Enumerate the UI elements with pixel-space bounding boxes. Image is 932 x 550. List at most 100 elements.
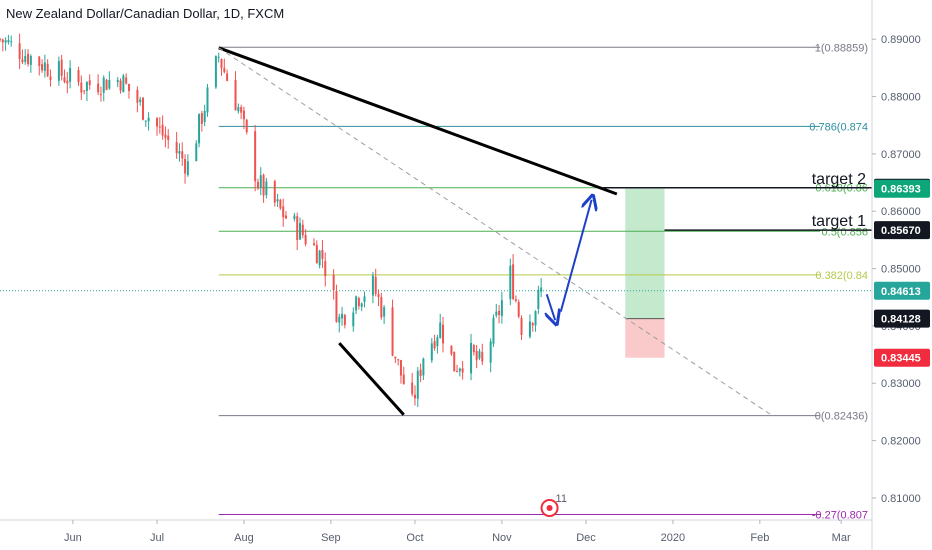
candle-body: [119, 80, 122, 91]
candle-body: [301, 224, 304, 236]
price-tick-label: 0.87000: [881, 149, 921, 161]
candle-body: [470, 342, 473, 374]
candle-body: [240, 107, 243, 113]
candle-body: [105, 79, 108, 90]
time-tick-label: Sep: [321, 532, 341, 544]
candle-body: [80, 82, 83, 93]
candle-body: [377, 294, 380, 298]
candle-body: [234, 79, 237, 111]
candle-body: [29, 56, 32, 65]
price-tick-label: 0.85000: [881, 264, 921, 276]
trend-line-1: [218, 46, 618, 196]
candle-body: [422, 358, 425, 376]
candle-body: [276, 199, 279, 202]
candle-body: [147, 117, 150, 122]
target-label: target 1: [812, 213, 866, 230]
fib-label: -0.27(0.807: [812, 510, 868, 522]
candle-body: [4, 40, 7, 43]
fib-label: 0.382(0.84: [815, 270, 868, 282]
candle-body: [1, 39, 4, 43]
candle-body: [343, 315, 346, 326]
candle-body: [158, 126, 161, 128]
candle-body: [175, 142, 178, 154]
candle-body: [41, 64, 44, 71]
candle-body: [265, 181, 268, 195]
candle-body: [186, 161, 189, 176]
time-tick-label: Feb: [750, 532, 769, 544]
candle-body: [296, 216, 299, 241]
candle-body: [430, 343, 433, 361]
candle-body: [520, 318, 523, 335]
candle-body: [284, 215, 287, 219]
price-badge-label: 0.84613: [881, 286, 921, 298]
price-badge-label: 0.83445: [881, 353, 921, 365]
price-badges: 0.864090.863930.856700.846130.841280.834…: [874, 178, 930, 367]
candle-body: [416, 370, 419, 399]
candle-body: [279, 199, 282, 209]
time-tick-label: Nov: [492, 532, 512, 544]
projection-arrow-up: [559, 200, 592, 312]
time-tick-label: Mar: [832, 532, 851, 544]
candle-body: [371, 275, 374, 296]
candle-body: [357, 298, 360, 307]
event-count-label: 11: [556, 493, 567, 505]
candle-body: [214, 56, 217, 88]
candle-body: [116, 79, 119, 83]
candle-body: [304, 235, 307, 245]
candle-body: [450, 345, 453, 355]
candle-body: [136, 89, 139, 103]
candle-body: [60, 59, 63, 76]
candle-body: [391, 307, 394, 356]
price-badge: [874, 221, 930, 240]
candle-body: [338, 316, 341, 323]
price-tick-label: 0.86000: [881, 206, 921, 218]
candle-body: [43, 62, 46, 71]
candle-body: [97, 83, 100, 93]
candle-body: [456, 371, 459, 373]
candle-body: [256, 182, 259, 189]
candle-body: [531, 322, 534, 326]
candle-body: [49, 76, 52, 80]
candle-body: [472, 345, 475, 353]
trend-line-2: [338, 342, 405, 416]
candle-body: [380, 297, 383, 318]
candle-body: [355, 296, 358, 311]
price-badge: [874, 348, 930, 367]
time-axis: Jun Jul Aug Sep Oct Nov Dec 2020 Feb Mar: [0, 519, 872, 544]
price-badge-label: 0.86393: [881, 184, 921, 196]
candle-body: [122, 75, 125, 93]
candle-body: [7, 40, 10, 43]
candle-body: [226, 73, 229, 81]
candle-body: [419, 369, 422, 376]
candle-body: [394, 356, 397, 359]
candle-body: [397, 359, 400, 361]
candle-body: [534, 311, 537, 326]
candle-body: [273, 181, 276, 203]
candle-body: [517, 302, 520, 317]
candle-body: [237, 107, 240, 112]
candle-body: [178, 151, 181, 154]
candle-body: [164, 134, 167, 138]
candle-body: [475, 350, 478, 361]
candle-body: [352, 312, 355, 327]
fib-label: 0.786(0.874: [809, 121, 868, 133]
candle-body: [458, 368, 461, 372]
candle-body: [220, 58, 223, 69]
candle-body: [63, 77, 66, 82]
price-tick-label: 0.89000: [881, 34, 921, 46]
position-zones: [625, 188, 665, 358]
candle-body: [83, 90, 86, 92]
fib-label: 0.618(0.86: [815, 183, 868, 195]
candle-body: [181, 151, 184, 159]
candle-body: [24, 56, 27, 62]
candle-body: [18, 43, 21, 60]
candle-body: [195, 143, 198, 162]
price-badge-label: 0.85670: [881, 225, 921, 237]
candle-body: [514, 299, 517, 301]
price-tick-label: 0.83000: [881, 378, 921, 390]
candle-body: [315, 245, 318, 264]
candle-body: [528, 321, 531, 337]
fib-label: 1(0.88859): [815, 42, 868, 54]
candle-body: [139, 99, 142, 103]
